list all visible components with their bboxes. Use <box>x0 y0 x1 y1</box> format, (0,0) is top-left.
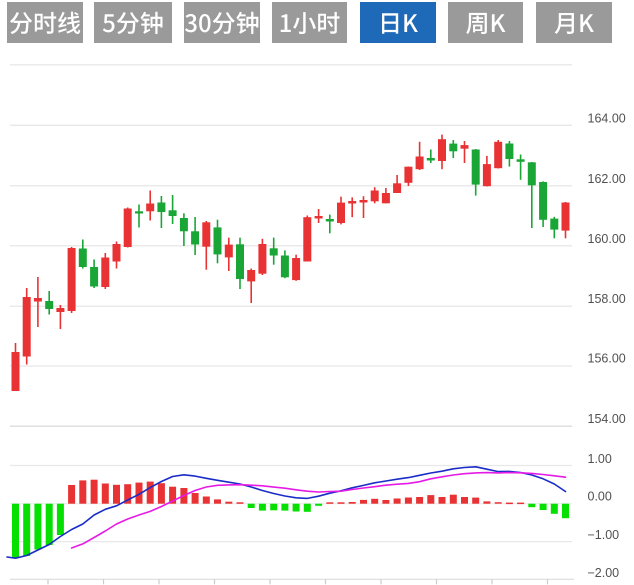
svg-text:164.00: 164.00 <box>588 111 626 125</box>
svg-text:158.00: 158.00 <box>588 292 626 306</box>
svg-text:0.00: 0.00 <box>588 490 612 504</box>
svg-text:−1.00: −1.00 <box>588 528 620 542</box>
svg-text:1.00: 1.00 <box>588 452 612 466</box>
svg-text:−2.00: −2.00 <box>588 566 620 580</box>
svg-text:162.00: 162.00 <box>588 172 626 186</box>
svg-text:156.00: 156.00 <box>588 352 626 366</box>
svg-text:160.00: 160.00 <box>588 232 626 246</box>
svg-text:154.00: 154.00 <box>588 412 626 426</box>
